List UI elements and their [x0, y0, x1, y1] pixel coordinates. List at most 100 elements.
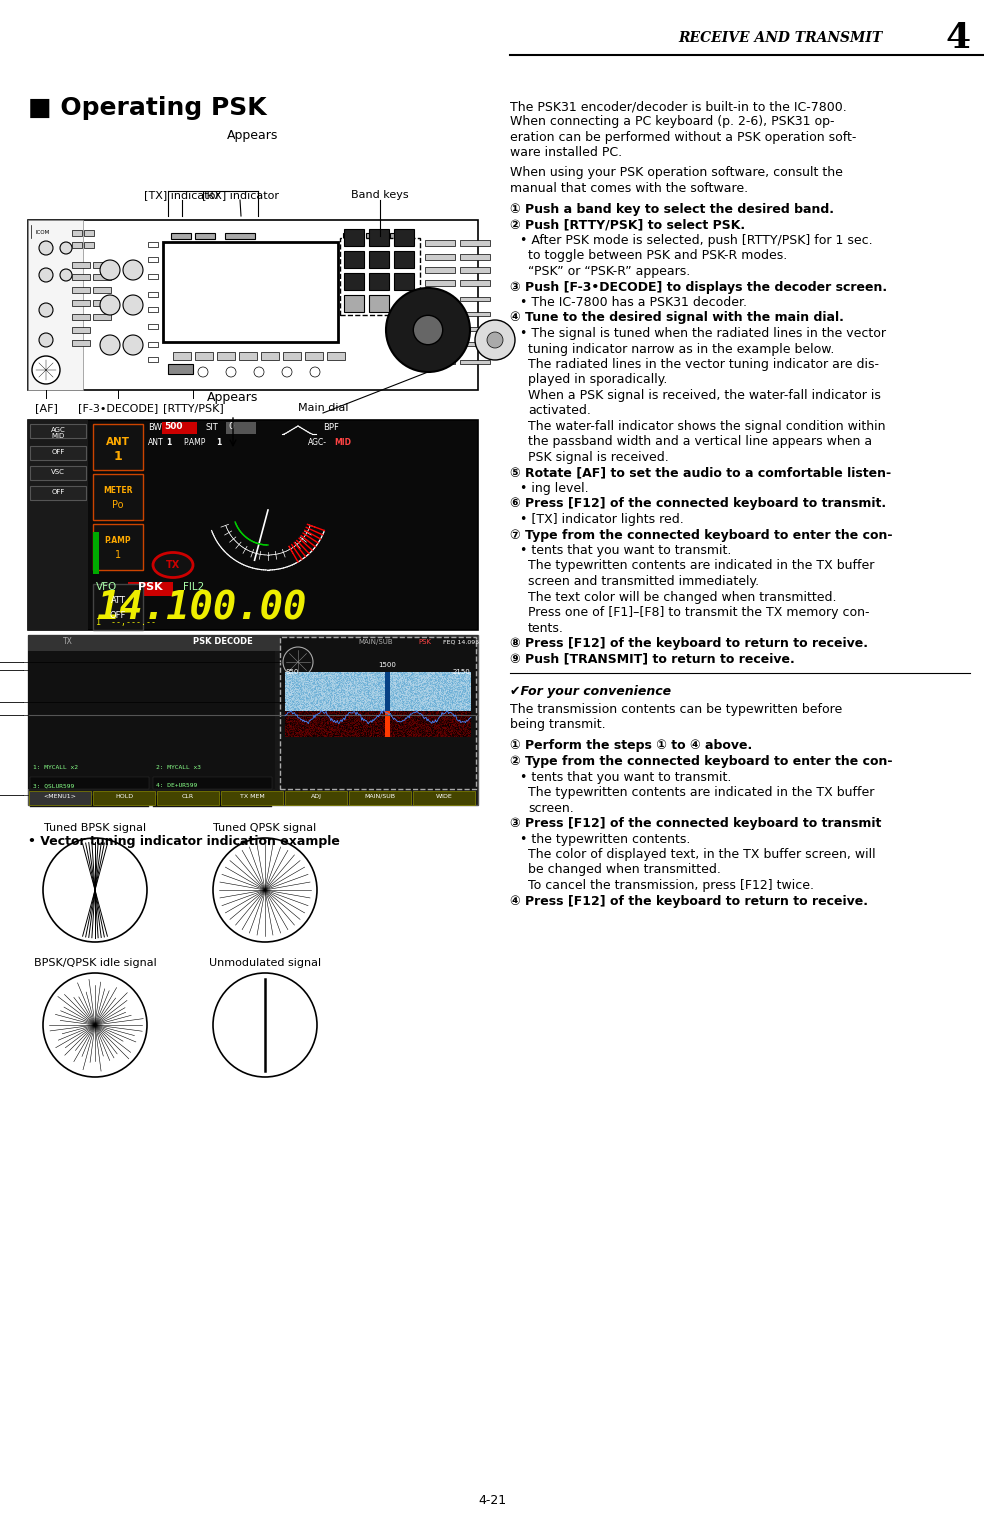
Text: “PSK” or “PSK-R” appears.: “PSK” or “PSK-R” appears. — [528, 264, 690, 278]
Bar — [425, 327, 455, 331]
Bar — [195, 232, 215, 238]
Bar — [425, 342, 455, 346]
Circle shape — [43, 838, 147, 942]
Text: The color of displayed text, in the TX buffer screen, will: The color of displayed text, in the TX b… — [528, 848, 876, 861]
Bar — [425, 360, 455, 365]
Text: ATT: ATT — [110, 595, 126, 605]
Bar — [72, 299, 90, 305]
Bar — [460, 311, 490, 316]
Text: OFF: OFF — [51, 489, 65, 495]
Text: TX MEM: TX MEM — [240, 794, 265, 799]
Text: OFF: OFF — [51, 450, 65, 456]
Text: • tents that you want to transmit.: • tents that you want to transmit. — [520, 544, 731, 557]
Bar — [30, 778, 149, 788]
Bar — [425, 298, 455, 301]
Bar — [340, 238, 420, 314]
Bar — [261, 352, 279, 360]
Bar — [93, 583, 143, 630]
Bar — [157, 791, 219, 805]
Bar — [394, 273, 414, 290]
Text: • Vector tuning indicator indication example: • Vector tuning indicator indication exa… — [28, 835, 339, 848]
Circle shape — [282, 368, 292, 377]
Text: The water-fall indicator shows the signal condition within: The water-fall indicator shows the signa… — [528, 419, 886, 433]
Bar — [72, 327, 90, 333]
Text: • ing level.: • ing level. — [520, 482, 588, 495]
Text: eration can be performed without a PSK operation soft-: eration can be performed without a PSK o… — [510, 131, 856, 144]
Bar — [163, 242, 338, 342]
Text: Unmodulated signal: Unmodulated signal — [209, 958, 321, 968]
Bar — [93, 261, 111, 267]
Ellipse shape — [153, 553, 193, 577]
Bar — [413, 791, 475, 805]
Text: MID: MID — [334, 437, 351, 447]
Bar — [153, 778, 272, 788]
Bar — [283, 352, 301, 360]
Text: • the typewritten contents.: • the typewritten contents. — [520, 832, 691, 846]
Bar — [28, 652, 275, 788]
Text: screen and transmitted immediately.: screen and transmitted immediately. — [528, 576, 759, 588]
Text: AGC: AGC — [50, 427, 65, 433]
Text: When a PSK signal is received, the water-fall indicator is: When a PSK signal is received, the water… — [528, 389, 881, 403]
Bar — [29, 791, 91, 805]
Bar — [394, 251, 414, 267]
Text: FIL2: FIL2 — [183, 582, 205, 592]
Text: ① Perform the steps ① to ④ above.: ① Perform the steps ① to ④ above. — [510, 740, 752, 752]
Bar — [148, 257, 158, 261]
Circle shape — [283, 647, 313, 677]
Bar — [28, 635, 478, 805]
Circle shape — [413, 316, 443, 345]
Text: FEQ 14.095.500: FEQ 14.095.500 — [443, 639, 493, 646]
Bar — [425, 267, 455, 273]
Bar — [148, 273, 158, 279]
Text: Tuned QPSK signal: Tuned QPSK signal — [214, 823, 317, 832]
Bar — [217, 352, 235, 360]
Bar — [349, 791, 411, 805]
Circle shape — [39, 358, 53, 372]
Bar — [30, 486, 86, 500]
Bar — [344, 251, 364, 267]
Text: Appears: Appears — [227, 129, 278, 141]
Bar — [221, 791, 283, 805]
Circle shape — [100, 295, 120, 314]
Text: CLR: CLR — [182, 794, 194, 799]
Text: ② Push [RTTY/PSK] to select PSK.: ② Push [RTTY/PSK] to select PSK. — [510, 219, 745, 231]
Text: MAIN/SUB: MAIN/SUB — [364, 794, 396, 799]
Text: tents.: tents. — [528, 621, 564, 635]
Bar — [173, 352, 191, 360]
Text: 0: 0 — [228, 422, 234, 431]
Text: ⑤ Rotate [AF] to set the audio to a comfortable listen-: ⑤ Rotate [AF] to set the audio to a comf… — [510, 466, 892, 480]
Bar — [460, 240, 490, 246]
Text: TX: TX — [63, 636, 73, 646]
Bar — [148, 324, 158, 330]
Bar — [148, 242, 158, 248]
Bar — [84, 229, 94, 235]
Text: PSK: PSK — [138, 582, 162, 592]
Bar — [195, 352, 213, 360]
Bar — [425, 311, 455, 316]
Text: ⑨ Push [TRANSMIT] to return to receive.: ⑨ Push [TRANSMIT] to return to receive. — [510, 653, 795, 665]
Text: The PSK31 encoder/decoder is built-in to the IC-7800.: The PSK31 encoder/decoder is built-in to… — [510, 100, 847, 112]
Bar — [460, 327, 490, 331]
Text: 1: MYCALL x2: 1: MYCALL x2 — [33, 766, 78, 770]
Circle shape — [475, 321, 515, 360]
Bar — [93, 532, 99, 574]
Text: Main dial: Main dial — [298, 403, 348, 413]
Circle shape — [254, 368, 264, 377]
Text: The transmission contents can be typewritten before: The transmission contents can be typewri… — [510, 702, 842, 715]
Circle shape — [487, 333, 503, 348]
Bar — [28, 220, 83, 390]
Bar — [394, 229, 414, 246]
Circle shape — [123, 336, 143, 355]
Text: ③ Press [F12] of the connected keyboard to transmit: ③ Press [F12] of the connected keyboard … — [510, 817, 882, 829]
Text: ware installed PC.: ware installed PC. — [510, 146, 622, 159]
Circle shape — [386, 289, 470, 372]
Bar — [30, 794, 149, 807]
Text: ANT: ANT — [106, 437, 130, 447]
Bar — [162, 422, 197, 434]
Bar — [226, 422, 256, 434]
Circle shape — [39, 242, 53, 255]
Bar — [28, 635, 478, 652]
Text: 2150: 2150 — [453, 668, 470, 674]
Bar — [30, 466, 86, 480]
Bar — [239, 352, 257, 360]
